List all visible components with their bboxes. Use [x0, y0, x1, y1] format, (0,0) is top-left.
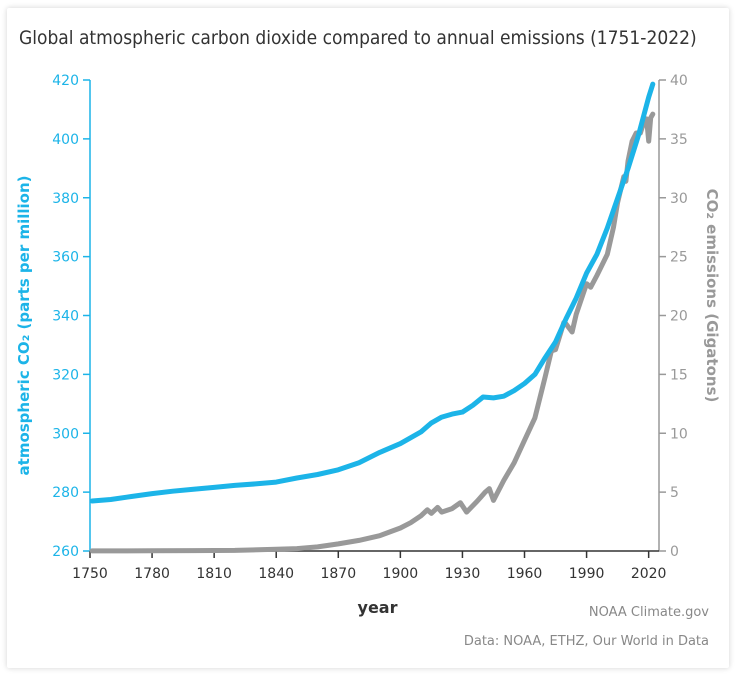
- credit-data: Data: NOAA, ETHZ, Our World in Data: [464, 634, 709, 649]
- left-tick-label: 360: [52, 250, 79, 266]
- x-tick-label: 1930: [445, 566, 481, 582]
- x-tick-label: 1840: [258, 566, 294, 582]
- chart-title: Global atmospheric carbon dioxide compar…: [19, 27, 697, 49]
- chart-frame: Global atmospheric carbon dioxide compar…: [7, 8, 729, 668]
- left-tick-label: 400: [52, 132, 79, 148]
- series-line-co2-ppm: [89, 81, 656, 504]
- right-tick-label: 0: [670, 544, 679, 560]
- x-tick-label: 1960: [507, 566, 543, 582]
- left-y-ticks: 260 280 300 320 340 360 380 400 420: [52, 73, 90, 560]
- left-tick-label: 300: [52, 426, 79, 442]
- right-tick-label: 15: [670, 367, 688, 383]
- chart-svg: Global atmospheric carbon dioxide compar…: [15, 27, 721, 649]
- series-line-emissions: [89, 111, 656, 554]
- x-tick-label: 1990: [569, 566, 605, 582]
- left-tick-label: 260: [52, 544, 79, 560]
- x-ticks: 1750 1780 1810 1840 1870 1900 1930 1960 1990 2020: [72, 551, 666, 582]
- x-tick-label: 1750: [72, 566, 108, 582]
- right-tick-label: 40: [670, 73, 688, 89]
- right-y-ticks: 0 5 10 15 20 25 30 35 40: [659, 73, 688, 560]
- left-tick-label: 320: [52, 367, 79, 383]
- plot-area: 260 280 300 320 340 360 380 400 420 0 5 10 15 20 25 30…: [52, 73, 688, 582]
- x-tick-label: 1780: [134, 566, 170, 582]
- left-tick-label: 380: [52, 191, 79, 207]
- right-tick-label: 35: [670, 132, 688, 148]
- x-tick-label: 2020: [631, 566, 667, 582]
- left-tick-label: 340: [52, 309, 79, 325]
- left-tick-label: 280: [52, 485, 79, 501]
- credit-source: NOAA Climate.gov: [589, 605, 709, 620]
- x-tick-label: 1900: [383, 566, 419, 582]
- right-tick-label: 10: [670, 426, 688, 442]
- right-tick-label: 20: [670, 309, 688, 325]
- right-axis-label: CO₂ emissions (Gigatons): [703, 189, 721, 403]
- left-tick-label: 420: [52, 73, 79, 89]
- x-axis-label: year: [358, 598, 398, 617]
- right-tick-label: 30: [670, 191, 688, 207]
- x-tick-label: 1870: [320, 566, 356, 582]
- right-tick-label: 5: [670, 485, 679, 501]
- x-tick-label: 1810: [196, 566, 232, 582]
- left-axis-label: atmospheric CO₂ (parts per million): [15, 176, 33, 476]
- right-tick-label: 25: [670, 250, 688, 266]
